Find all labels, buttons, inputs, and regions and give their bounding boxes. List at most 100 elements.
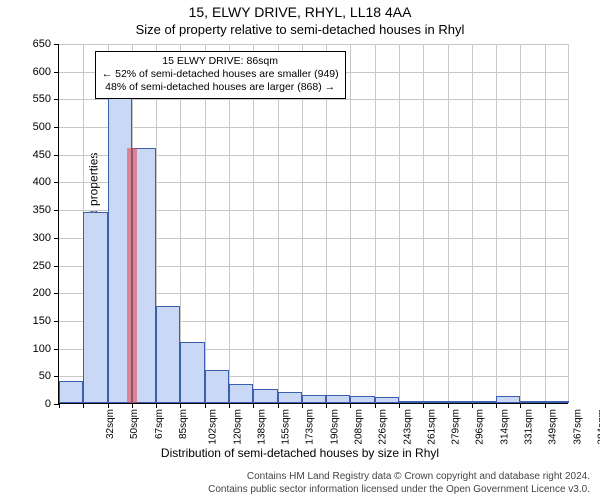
grid-vertical: [350, 44, 351, 403]
y-tick-label: 650: [33, 38, 51, 50]
x-tick-mark: [375, 403, 376, 408]
y-tick-label: 200: [33, 287, 51, 299]
y-tick-mark: [54, 127, 59, 128]
x-tick-mark: [59, 403, 60, 408]
x-tick-mark: [253, 403, 254, 408]
x-tick-label: 50sqm: [129, 409, 140, 439]
x-tick-mark: [83, 403, 84, 408]
grid-horizontal: [59, 44, 568, 45]
histogram-bar: [156, 306, 180, 403]
grid-vertical: [472, 44, 473, 403]
y-tick-label: 0: [45, 398, 51, 410]
histogram-bar: [496, 396, 520, 403]
x-tick-label: 85sqm: [178, 409, 189, 439]
x-tick-label: 296sqm: [475, 409, 486, 445]
y-tick-mark: [54, 238, 59, 239]
y-tick-mark: [54, 182, 59, 183]
x-tick-label: 261sqm: [426, 409, 437, 445]
y-tick-mark: [54, 321, 59, 322]
y-tick-label: 300: [33, 232, 51, 244]
histogram-bar: [302, 395, 326, 403]
x-tick-label: 32sqm: [105, 409, 116, 439]
y-tick-label: 50: [39, 370, 51, 382]
histogram-bar: [399, 401, 423, 403]
plot-area: 0501001502002503003504004505005506006503…: [58, 44, 568, 404]
y-tick-label: 100: [33, 343, 51, 355]
x-tick-label: 279sqm: [451, 409, 462, 445]
x-tick-mark: [156, 403, 157, 408]
grid-vertical: [568, 44, 569, 403]
x-tick-mark: [326, 403, 327, 408]
y-tick-mark: [54, 266, 59, 267]
chart-title: 15, ELWY DRIVE, RHYL, LL18 4AA: [0, 4, 600, 20]
x-tick-mark: [108, 403, 109, 408]
y-tick-label: 500: [33, 121, 51, 133]
annotation-line-3: 48% of semi-detached houses are larger (…: [102, 81, 339, 94]
x-tick-label: 102sqm: [208, 409, 219, 445]
histogram-bar: [520, 401, 544, 403]
x-tick-label: 331sqm: [524, 409, 535, 445]
y-tick-label: 150: [33, 315, 51, 327]
y-tick-mark: [54, 349, 59, 350]
histogram-bar: [180, 342, 204, 403]
histogram-bar: [350, 396, 374, 403]
histogram-bar: [83, 212, 107, 403]
histogram-bar: [472, 401, 496, 403]
grid-vertical: [375, 44, 376, 403]
x-tick-label: 243sqm: [402, 409, 413, 445]
x-axis-label: Distribution of semi-detached houses by …: [0, 446, 600, 460]
x-tick-label: 155sqm: [281, 409, 292, 445]
histogram-bar: [132, 148, 156, 403]
histogram-bar: [375, 397, 399, 403]
footer-line-1: Contains HM Land Registry data © Crown c…: [0, 471, 590, 484]
x-tick-mark: [496, 403, 497, 408]
x-tick-label: 190sqm: [329, 409, 340, 445]
x-tick-mark: [302, 403, 303, 408]
grid-vertical: [545, 44, 546, 403]
y-tick-label: 250: [33, 260, 51, 272]
y-tick-mark: [54, 72, 59, 73]
y-tick-label: 350: [33, 204, 51, 216]
chart-container: 15, ELWY DRIVE, RHYL, LL18 4AA Size of p…: [0, 0, 600, 500]
x-tick-mark: [229, 403, 230, 408]
chart-footer: Contains HM Land Registry data © Crown c…: [0, 471, 590, 496]
histogram-bar: [253, 389, 277, 403]
x-tick-mark: [399, 403, 400, 408]
x-tick-mark: [132, 403, 133, 408]
grid-vertical: [399, 44, 400, 403]
histogram-bar: [545, 401, 569, 403]
grid-vertical: [423, 44, 424, 403]
grid-vertical: [448, 44, 449, 403]
x-tick-mark: [448, 403, 449, 408]
grid-vertical: [520, 44, 521, 403]
y-tick-label: 600: [33, 66, 51, 78]
x-tick-label: 120sqm: [232, 409, 243, 445]
x-tick-mark: [472, 403, 473, 408]
x-tick-label: 67sqm: [154, 409, 165, 439]
x-tick-mark: [180, 403, 181, 408]
grid-horizontal: [59, 127, 568, 128]
x-tick-label: 384sqm: [596, 409, 600, 445]
x-tick-label: 349sqm: [548, 409, 559, 445]
histogram-bar: [423, 401, 447, 403]
annotation-box: 15 ELWY DRIVE: 86sqm ← 52% of semi-detac…: [95, 51, 346, 98]
histogram-bar: [108, 96, 132, 403]
histogram-bar: [326, 395, 350, 403]
x-tick-label: 208sqm: [354, 409, 365, 445]
chart-subtitle: Size of property relative to semi-detach…: [0, 22, 600, 37]
y-tick-mark: [54, 44, 59, 45]
x-tick-mark: [545, 403, 546, 408]
y-tick-mark: [54, 293, 59, 294]
annotation-line-2: ← 52% of semi-detached houses are smalle…: [102, 68, 339, 81]
grid-vertical: [496, 44, 497, 403]
grid-horizontal: [59, 99, 568, 100]
x-tick-mark: [520, 403, 521, 408]
histogram-bar: [59, 381, 83, 403]
y-tick-label: 550: [33, 93, 51, 105]
x-tick-label: 367sqm: [572, 409, 583, 445]
y-tick-mark: [54, 376, 59, 377]
histogram-bar: [448, 401, 472, 403]
y-tick-mark: [54, 210, 59, 211]
x-tick-mark: [278, 403, 279, 408]
histogram-bar: [205, 370, 229, 403]
